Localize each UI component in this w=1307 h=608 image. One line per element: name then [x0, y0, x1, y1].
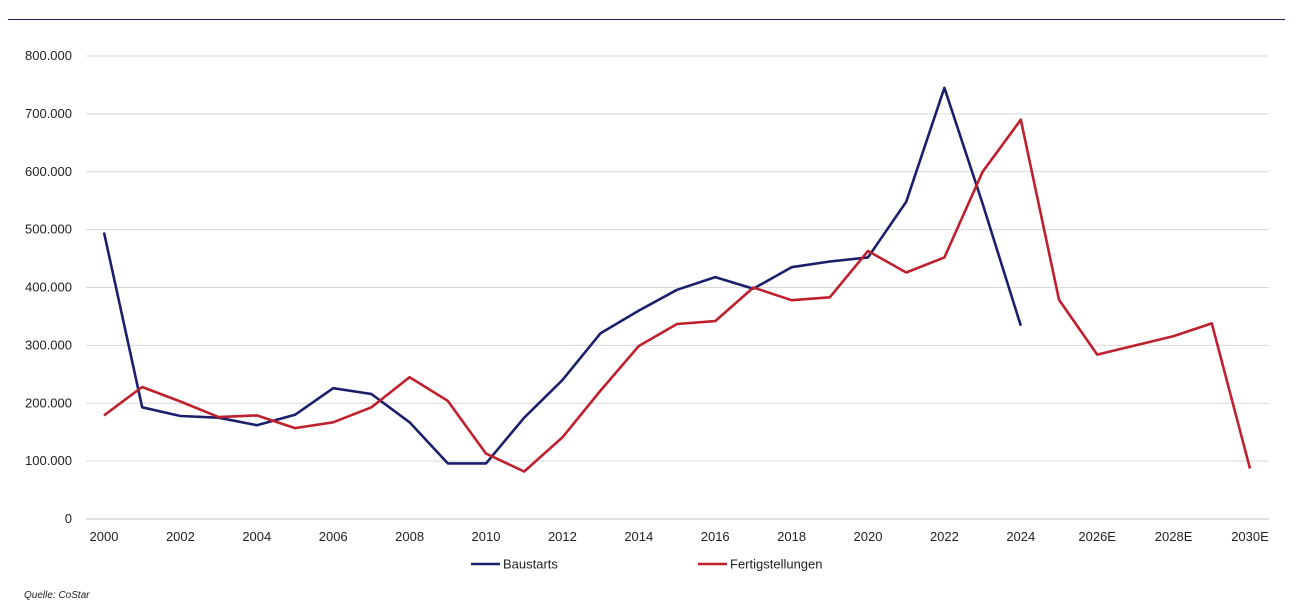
y-tick-label: 0	[65, 511, 72, 526]
series-lines	[102, 86, 1252, 473]
y-axis-tick-labels: 0 100.000 200.000 300.000 400.000 500.000 600.…	[25, 48, 72, 526]
y-tick-label: 200.000	[25, 395, 72, 410]
y-tick-label: 300.000	[25, 337, 72, 352]
x-tick-label: 2028E	[1155, 529, 1193, 544]
x-tick-label: 2026E	[1078, 529, 1116, 544]
x-tick-label: 2020	[854, 529, 883, 544]
y-tick-label: 400.000	[25, 280, 72, 295]
source-note: Quelle: CoStar	[24, 590, 90, 601]
x-tick-label: 2000	[90, 529, 119, 544]
legend: Baustarts Fertigstellungen	[471, 557, 823, 572]
legend-label-baustarts: Baustarts	[503, 557, 558, 572]
y-tick-label: 600.000	[25, 164, 72, 179]
series-line-fertigstellungen	[103, 118, 1252, 473]
series-line-baustarts	[102, 86, 1023, 465]
x-tick-label: 2006	[319, 529, 348, 544]
x-tick-label: 2018	[777, 529, 806, 544]
y-tick-label: 500.000	[25, 222, 72, 237]
x-tick-label: 2002	[166, 529, 195, 544]
legend-label-fertigstellungen: Fertigstellungen	[730, 557, 823, 572]
x-tick-label: 2010	[472, 529, 501, 544]
top-rule	[8, 19, 1285, 20]
x-tick-label: 2016	[701, 529, 730, 544]
x-tick-label: 2008	[395, 529, 424, 544]
x-tick-label: 2012	[548, 529, 577, 544]
y-tick-label: 100.000	[25, 453, 72, 468]
y-tick-label: 800.000	[25, 48, 72, 63]
x-tick-label: 2024	[1006, 529, 1035, 544]
x-axis-tick-labels: 2000 2002 2004 2006 2008 2010 2012 2014 2016 2018…	[90, 529, 1270, 544]
gridlines	[86, 55, 1269, 462]
x-tick-label: 2004	[242, 529, 271, 544]
line-chart: 0 100.000 200.000 300.000 400.000 500.000 600.…	[25, 48, 1270, 572]
y-tick-label: 700.000	[25, 106, 72, 121]
x-tick-label: 2014	[624, 529, 653, 544]
x-tick-label: 2030E	[1231, 529, 1269, 544]
x-tick-label: 2022	[930, 529, 959, 544]
